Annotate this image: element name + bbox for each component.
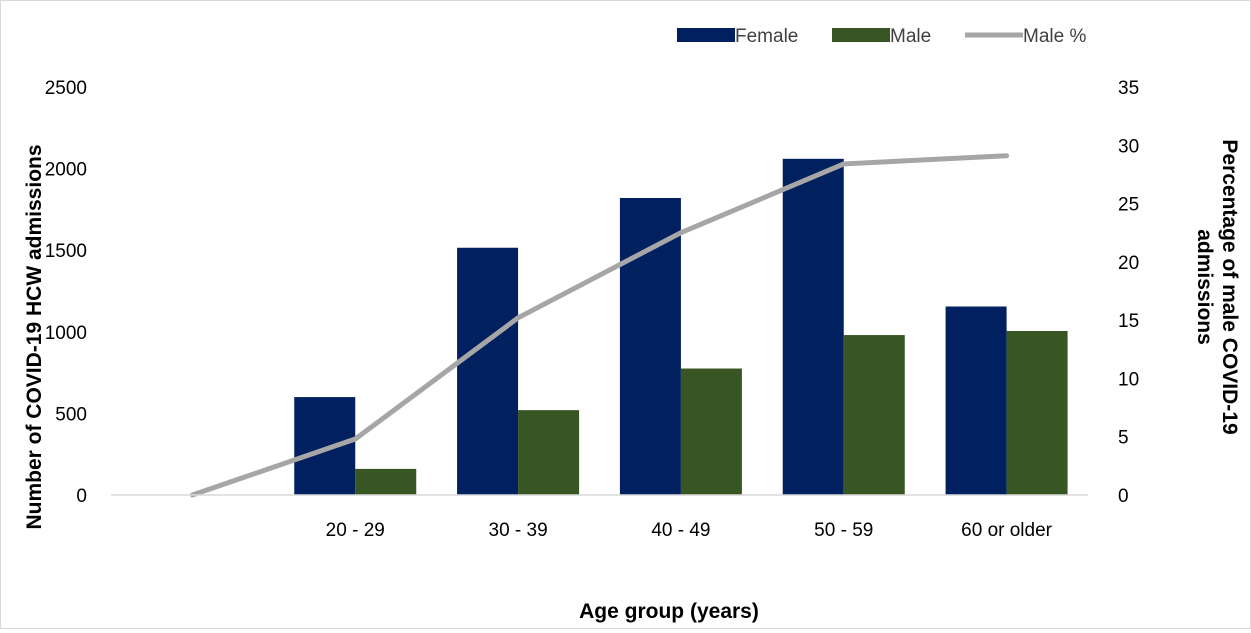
y2-tick-label: 10: [1118, 369, 1139, 390]
y-tick-label: 0: [76, 486, 87, 507]
legend: Female Male Male %: [677, 26, 1086, 47]
line-male-percent: [189, 153, 1010, 498]
legend-swatch: [677, 28, 735, 42]
x-tick-label: 50 - 59: [814, 520, 873, 541]
y2-tick-label: 30: [1118, 136, 1139, 157]
bar-female-50-59: [782, 158, 844, 496]
bar-female-40-49: [619, 197, 681, 495]
x-axis-title: Age group (years): [579, 600, 759, 623]
legend-label: Male %: [1023, 26, 1086, 47]
bar-female-20-29: [294, 397, 356, 495]
x-tick-label: 20 - 29: [326, 520, 385, 541]
legend-label: Female: [735, 26, 798, 47]
x-tick-label: 40 - 49: [651, 520, 710, 541]
y2-tick-label: 25: [1118, 195, 1139, 216]
y2-tick-label: 35: [1118, 78, 1139, 99]
bar-male-40-49: [680, 368, 742, 495]
bar-male-60orolder: [1006, 330, 1068, 495]
bar-male-20-29: [355, 468, 417, 495]
y-tick-label: 500: [55, 404, 87, 425]
y2-tick-label: 0: [1118, 486, 1129, 507]
x-axis-ticks: 20 - 29 30 - 39 40 - 49 50 - 59 60 or older: [326, 520, 1053, 541]
bar-male-50-59: [843, 335, 905, 495]
x-tick-label: 60 or older: [961, 520, 1053, 541]
y2-tick-label: 5: [1118, 428, 1129, 449]
y2-tick-label: 15: [1118, 311, 1139, 332]
bar-male-30-39: [518, 410, 580, 495]
y-tick-label: 2500: [45, 78, 87, 99]
series-female: [294, 158, 1007, 496]
y2-axis-title-line1: Percentage of male COVID-19: [1218, 139, 1241, 434]
series-male: [355, 330, 1068, 495]
bar-female-60orolder: [945, 306, 1007, 495]
plot-marks: [189, 153, 1068, 498]
y2-tick-label: 20: [1118, 253, 1139, 274]
y-axis-ticks: 0 500 1000 1500 2000 2500: [45, 78, 87, 507]
legend-item-male: Male: [832, 26, 931, 47]
y-tick-label: 1000: [45, 323, 87, 344]
legend-item-female: Female: [677, 26, 798, 47]
x-tick-label: 30 - 39: [489, 520, 548, 541]
y-tick-label: 2000: [45, 160, 87, 181]
y-axis-title: Number of COVID-19 HCW admissions: [23, 144, 46, 529]
legend-swatch: [832, 28, 890, 42]
legend-label: Male: [890, 26, 931, 47]
y-tick-label: 1500: [45, 241, 87, 262]
y2-axis-ticks: 0 5 10 15 20 25 30 35: [1118, 78, 1139, 507]
y2-axis-title-line2: admissions: [1193, 229, 1216, 345]
legend-item-male-: Male %: [965, 26, 1086, 47]
bar-female-30-39: [457, 247, 519, 495]
